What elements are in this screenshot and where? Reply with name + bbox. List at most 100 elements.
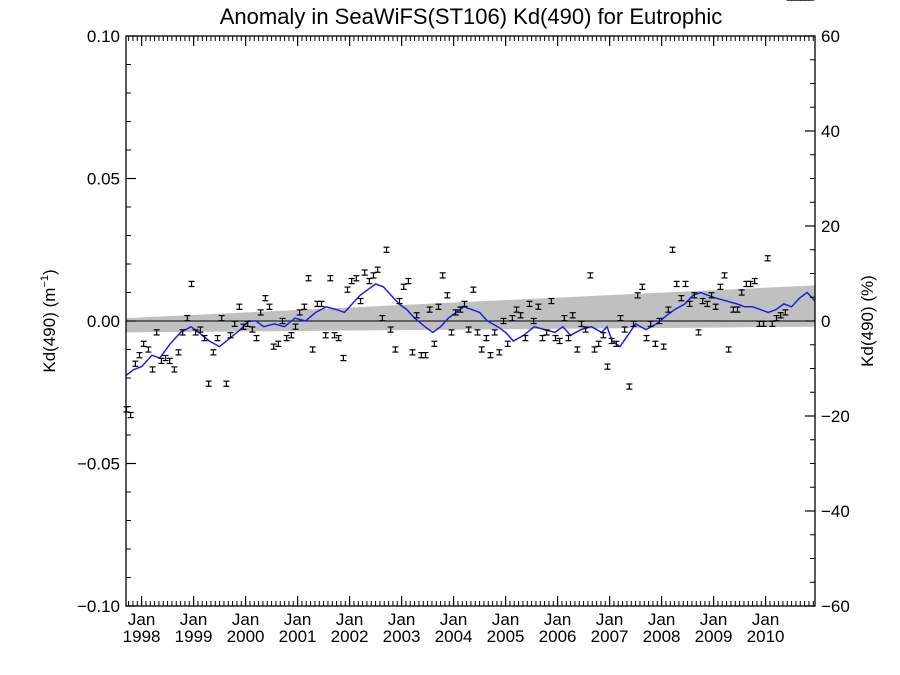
x-tick-label-month: Jan bbox=[648, 610, 675, 629]
data-point bbox=[439, 272, 446, 279]
y-tick-label-right: 20 bbox=[821, 217, 840, 236]
points-layer bbox=[123, 0, 815, 419]
data-point bbox=[478, 346, 485, 353]
x-tick-label-month: Jan bbox=[492, 610, 519, 629]
data-point bbox=[652, 340, 659, 347]
data-point bbox=[374, 266, 381, 273]
data-point bbox=[318, 300, 325, 308]
data-point bbox=[491, 329, 498, 336]
data-point bbox=[210, 349, 217, 356]
y-tick-label-left: 0.05 bbox=[87, 170, 120, 189]
data-point bbox=[214, 334, 221, 342]
data-point bbox=[426, 306, 433, 313]
y-axis-label-left-superscript: −1 bbox=[39, 275, 51, 288]
data-point bbox=[418, 352, 425, 359]
data-point bbox=[184, 314, 191, 322]
data-point bbox=[634, 292, 641, 299]
data-point bbox=[149, 366, 156, 373]
data-point bbox=[461, 300, 468, 308]
data-point bbox=[561, 314, 568, 322]
data-point bbox=[660, 343, 667, 350]
y-axis-label-left-end: ) bbox=[40, 269, 59, 275]
x-tick-label-year: 2010 bbox=[747, 627, 785, 646]
x-tick-label-year: 2009 bbox=[695, 627, 733, 646]
data-point bbox=[465, 326, 472, 333]
x-tick-label-month: Jan bbox=[284, 610, 311, 629]
data-point bbox=[179, 329, 186, 336]
data-point bbox=[483, 334, 490, 342]
data-point bbox=[335, 334, 342, 342]
data-point bbox=[192, 329, 199, 336]
data-point bbox=[509, 314, 516, 322]
data-point bbox=[188, 280, 195, 288]
data-point bbox=[361, 269, 368, 276]
x-tick-label-year: 1999 bbox=[175, 627, 213, 646]
data-point bbox=[613, 340, 620, 347]
data-point bbox=[647, 320, 654, 328]
y-tick-label-left: 0.00 bbox=[87, 312, 120, 331]
x-tick-label-month: Jan bbox=[336, 610, 363, 629]
x-tick-label-year: 1998 bbox=[123, 627, 161, 646]
x-tick-label-year: 2003 bbox=[383, 627, 421, 646]
data-point bbox=[249, 326, 256, 333]
data-point bbox=[643, 334, 650, 342]
data-point bbox=[665, 306, 672, 313]
data-point bbox=[574, 346, 581, 353]
data-point bbox=[522, 334, 529, 342]
x-tick-label-month: Jan bbox=[596, 610, 623, 629]
data-point bbox=[721, 272, 728, 279]
chart-title: Anomaly in SeaWiFS(ST106) Kd(490) for Eu… bbox=[220, 4, 723, 29]
data-point bbox=[392, 346, 399, 353]
data-point bbox=[171, 366, 178, 373]
data-point bbox=[431, 340, 438, 347]
y-tick-label-left: −0.05 bbox=[77, 455, 120, 474]
data-point bbox=[738, 289, 745, 296]
data-point bbox=[673, 280, 680, 288]
data-point bbox=[162, 354, 169, 362]
x-tick-label-year: 2007 bbox=[591, 627, 629, 646]
y-tick-label-left: −0.10 bbox=[77, 597, 120, 616]
data-point bbox=[201, 334, 208, 342]
data-point bbox=[266, 303, 273, 310]
data-point bbox=[569, 312, 576, 319]
y-axis-label-left-main: Kd(490) (m bbox=[40, 288, 59, 373]
data-point bbox=[539, 334, 546, 342]
data-point bbox=[218, 314, 225, 322]
data-point bbox=[669, 246, 676, 253]
data-point bbox=[197, 326, 204, 333]
x-tick-label-year: 2008 bbox=[643, 627, 681, 646]
data-point bbox=[383, 246, 390, 253]
data-point bbox=[504, 340, 511, 347]
data-point bbox=[409, 349, 416, 356]
data-point bbox=[305, 275, 312, 282]
data-point bbox=[682, 280, 689, 288]
data-point bbox=[782, 309, 789, 316]
data-point bbox=[400, 283, 407, 290]
data-point bbox=[331, 332, 338, 339]
x-tick-label-year: 2005 bbox=[487, 627, 525, 646]
data-point bbox=[309, 346, 316, 353]
data-point bbox=[283, 334, 290, 342]
data-point bbox=[166, 357, 173, 365]
data-point bbox=[626, 383, 633, 390]
y-tick-label-right: 0 bbox=[821, 312, 830, 331]
data-point bbox=[327, 275, 334, 282]
data-point bbox=[396, 297, 403, 305]
data-point bbox=[153, 329, 160, 336]
data-point bbox=[556, 337, 563, 345]
x-tick-label-month: Jan bbox=[700, 610, 727, 629]
data-point bbox=[543, 329, 550, 336]
data-point bbox=[717, 283, 724, 290]
data-point bbox=[236, 303, 243, 310]
data-point bbox=[712, 303, 719, 310]
y-axis-label-right: Kd(490) (%) bbox=[858, 275, 877, 367]
data-point bbox=[223, 380, 230, 387]
data-point bbox=[145, 346, 152, 353]
right-axis: 60 40 20 0 −20 −40 −60 bbox=[805, 27, 850, 616]
data-point bbox=[136, 352, 143, 359]
data-point bbox=[630, 320, 637, 328]
left-axis: 0.10 0.05 0.00 −0.05 −0.10 bbox=[77, 27, 136, 616]
x-tick-label-month: Jan bbox=[128, 610, 155, 629]
data-point bbox=[496, 349, 503, 356]
data-point bbox=[127, 411, 134, 419]
